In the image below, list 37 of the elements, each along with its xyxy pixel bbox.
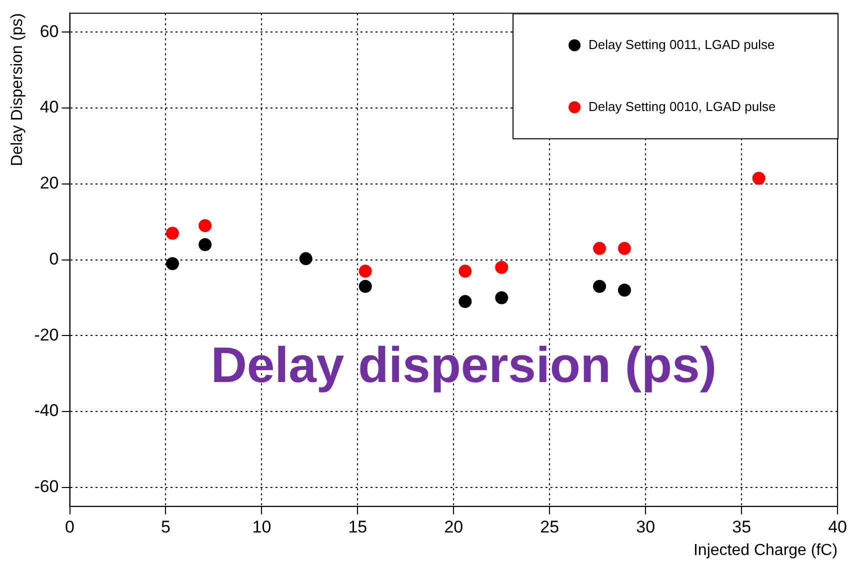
x-tick-label: 5 [161,517,170,536]
x-tick-label: 40 [828,517,848,536]
x-tick-label: 30 [636,517,656,536]
point [166,257,179,270]
y-tick-label: 0 [49,249,59,268]
y-tick-label: 20 [40,174,59,193]
y-tick-label: -20 [34,325,59,344]
legend-label: Delay Setting 0011, LGAD pulse [588,36,775,52]
point [166,226,179,240]
point [198,219,212,232]
y-tick-label: 60 [40,22,59,41]
point [593,280,606,293]
point [495,260,508,274]
point [593,242,606,255]
x-tick-label: 25 [540,517,560,536]
x-axis-title: Injected Charge (fC) [693,542,838,559]
point [198,238,212,252]
point [458,264,472,278]
y-axis-title: Delay Dispersion (ps) [9,13,26,166]
y-tick-label: -40 [34,401,59,420]
annotation: Delay dispersion (ps) [210,337,717,394]
point [618,284,631,297]
point [495,291,508,304]
point [752,172,766,185]
point [299,252,312,266]
point [358,264,372,278]
x-tick-label: 10 [252,517,272,536]
x-tick-label: 20 [444,517,464,536]
point [358,280,372,293]
y-tick-label: -60 [34,477,59,496]
x-tick-label: 0 [65,517,75,536]
y-tick-label: 40 [40,98,59,117]
legend-label: Delay Setting 0010, LGAD pulse [588,98,776,114]
x-tick-label: 15 [348,517,368,536]
x-tick-label: 35 [732,517,752,536]
point [618,242,631,255]
point [458,295,472,308]
